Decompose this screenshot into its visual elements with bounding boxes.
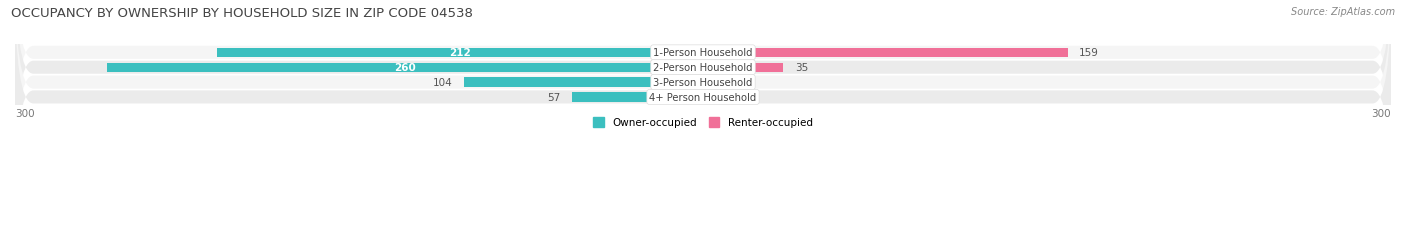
Text: 212: 212: [449, 48, 471, 58]
Text: 300: 300: [15, 108, 35, 118]
Text: Source: ZipAtlas.com: Source: ZipAtlas.com: [1291, 7, 1395, 17]
Text: 12: 12: [742, 93, 755, 103]
Bar: [703, 78, 724, 87]
Bar: [217, 49, 703, 58]
Text: 159: 159: [1080, 48, 1099, 58]
FancyBboxPatch shape: [15, 0, 1391, 195]
Text: 3-Person Household: 3-Person Household: [654, 78, 752, 88]
Text: 300: 300: [1371, 108, 1391, 118]
FancyBboxPatch shape: [15, 0, 1391, 180]
Text: 1-Person Household: 1-Person Household: [654, 48, 752, 58]
Bar: [107, 63, 703, 73]
Bar: [464, 78, 703, 87]
Bar: [703, 49, 1067, 58]
Text: 4+ Person Household: 4+ Person Household: [650, 93, 756, 103]
Text: 9: 9: [735, 78, 742, 88]
Text: 57: 57: [547, 93, 561, 103]
Bar: [703, 63, 783, 73]
FancyBboxPatch shape: [15, 0, 1391, 165]
Text: 260: 260: [394, 63, 416, 73]
Text: OCCUPANCY BY OWNERSHIP BY HOUSEHOLD SIZE IN ZIP CODE 04538: OCCUPANCY BY OWNERSHIP BY HOUSEHOLD SIZE…: [11, 7, 474, 20]
Text: 35: 35: [794, 63, 808, 73]
Bar: [703, 93, 731, 102]
Legend: Owner-occupied, Renter-occupied: Owner-occupied, Renter-occupied: [589, 114, 817, 132]
Text: 2-Person Household: 2-Person Household: [654, 63, 752, 73]
Text: 104: 104: [433, 78, 453, 88]
Bar: [572, 93, 703, 102]
FancyBboxPatch shape: [15, 0, 1391, 210]
